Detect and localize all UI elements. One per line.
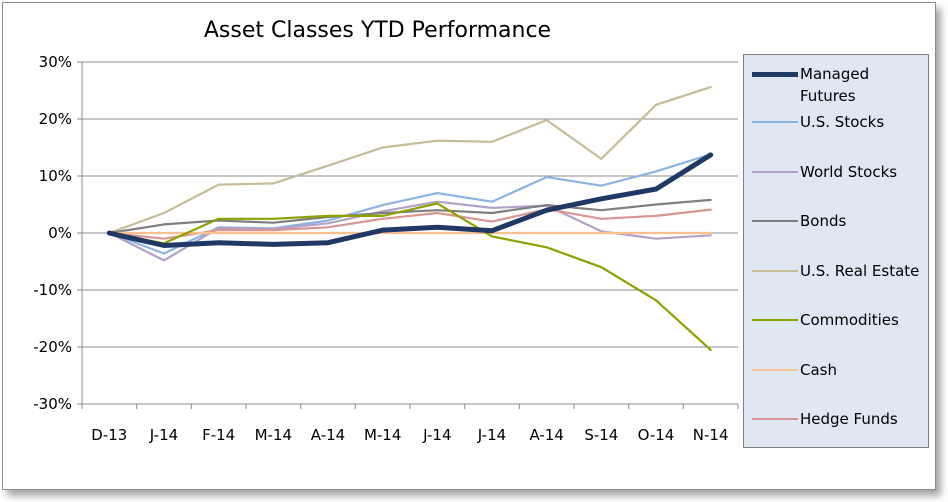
series-line-commodities <box>108 202 712 351</box>
x-tick-label: A-14 <box>311 426 345 444</box>
x-tick-label: O-14 <box>638 426 675 444</box>
legend-label: U.S. Real Estate <box>800 262 920 280</box>
legend-label: Hedge Funds <box>800 410 898 428</box>
series-line-hedge-funds <box>108 208 712 240</box>
legend-swatch <box>752 417 798 421</box>
legend-swatch <box>752 219 798 223</box>
legend-label: Bonds <box>800 212 847 230</box>
series-line-bonds <box>108 198 712 235</box>
chart-title: Asset Classes YTD Performance <box>203 18 552 43</box>
x-tick-label: M-14 <box>255 426 292 444</box>
y-tick-label: 20% <box>39 110 72 128</box>
series-line-managed-futures <box>106 152 714 248</box>
legend-swatch <box>752 170 798 174</box>
y-tick-label: 30% <box>39 53 72 71</box>
legend-swatch <box>752 71 798 77</box>
legend-label: World Stocks <box>800 163 898 181</box>
y-tick-label: -20% <box>33 338 72 356</box>
x-tick-label: J-14 <box>422 426 451 444</box>
y-tick-label: -30% <box>33 395 72 413</box>
legend-label: U.S. Stocks <box>800 113 885 131</box>
x-tick-label: A-14 <box>529 426 563 444</box>
x-tick-label: F-14 <box>202 426 235 444</box>
x-tick-label: N-14 <box>693 426 729 444</box>
x-tick-label: S-14 <box>584 426 618 444</box>
legend-label: Managed Futures <box>800 65 870 105</box>
legend-swatch <box>752 269 798 273</box>
chart-legend: Managed Futures U.S. Stocks World Stocks Bo… <box>743 54 929 448</box>
legend-label: Commodities <box>800 311 899 329</box>
y-tick-label: 0% <box>48 224 72 242</box>
x-tick-label: J-14 <box>477 426 506 444</box>
x-tick-label: D-13 <box>91 426 127 444</box>
legend-swatch <box>752 318 798 322</box>
legend-label: Cash <box>800 361 837 379</box>
y-tick-label: -10% <box>33 281 72 299</box>
x-tick-label: M-14 <box>364 426 401 444</box>
x-tick-label: J-14 <box>149 426 178 444</box>
legend-swatch <box>752 368 798 372</box>
legend-swatch <box>752 120 798 124</box>
y-tick-label: 10% <box>39 167 72 185</box>
series-line-u-s-real-estate <box>108 85 712 235</box>
